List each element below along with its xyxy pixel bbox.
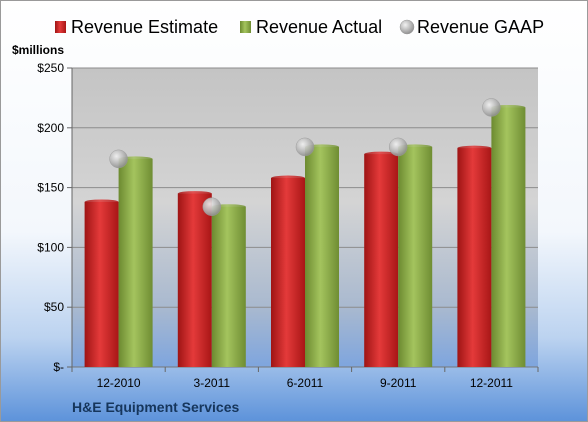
gaap-markers	[109, 98, 501, 216]
bar-revenue-estimate-cap	[177, 191, 212, 197]
bar-revenue-estimate-cap	[271, 175, 305, 181]
y-tick-label: $200	[37, 121, 64, 135]
marker-revenue-gaap	[482, 98, 501, 117]
legend-swatch-revenue-estimate	[55, 21, 66, 33]
x-tick-labels: 12-2010 3-2011 6-2011 9-2011 12-2011	[97, 376, 514, 390]
y-tick-labels: $- $50 $100 $150 $200 $250	[37, 61, 64, 374]
bar-revenue-actual	[211, 206, 246, 367]
bar-revenue-estimate	[364, 154, 399, 367]
legend-label: Revenue Actual	[256, 17, 382, 37]
marker-revenue-gaap	[202, 197, 222, 216]
bars	[84, 104, 526, 367]
y-tick-label: $100	[37, 240, 64, 254]
bar-revenue-estimate-cap	[84, 199, 119, 205]
bar-revenue-actual	[398, 146, 433, 367]
legend-swatch-revenue-actual	[240, 21, 251, 33]
chart-title: H&E Equipment Services	[72, 399, 239, 415]
y-tick-label: $-	[53, 360, 64, 374]
legend: Revenue Estimate Revenue Actual Revenue GA…	[55, 17, 544, 37]
y-tick-label: $150	[37, 181, 64, 195]
marker-revenue-gaap	[295, 137, 315, 157]
bar-revenue-estimate	[271, 178, 305, 367]
bar-revenue-actual	[305, 146, 339, 367]
legend-label: Revenue GAAP	[417, 17, 544, 37]
x-tick-label: 12-2011	[470, 376, 513, 390]
legend-label: Revenue Estimate	[71, 17, 218, 37]
marker-revenue-gaap	[109, 149, 128, 169]
bar-revenue-estimate	[84, 201, 119, 367]
bar-revenue-estimate-cap	[364, 151, 399, 157]
x-tick-label: 3-2011	[194, 376, 231, 390]
bar-revenue-actual	[491, 107, 526, 367]
legend-swatch-revenue-gaap	[399, 19, 415, 35]
y-axis-label: $millions	[12, 43, 64, 57]
y-tick-label: $50	[44, 300, 64, 314]
bar-revenue-estimate	[457, 148, 492, 367]
x-tick-label: 9-2011	[380, 376, 417, 390]
marker-revenue-gaap	[388, 137, 408, 157]
bar-revenue-actual	[118, 158, 153, 367]
bar-revenue-estimate	[177, 193, 212, 367]
y-tick-label: $250	[37, 61, 64, 75]
x-tick-label: 6-2011	[287, 376, 324, 390]
x-tick-label: 12-2010	[97, 376, 141, 390]
bar-revenue-estimate-cap	[457, 145, 492, 151]
